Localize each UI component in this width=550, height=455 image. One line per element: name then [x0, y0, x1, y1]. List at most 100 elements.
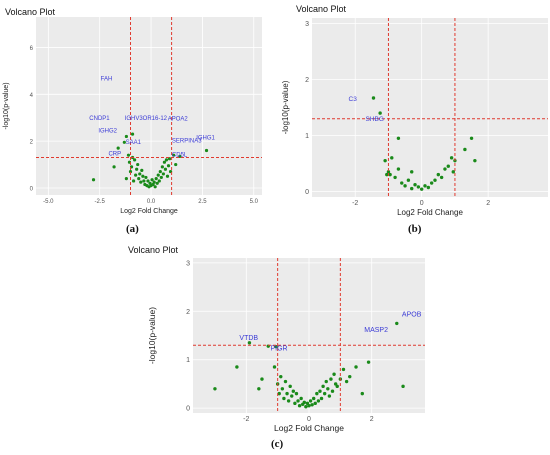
- gene-label: CD5L: [172, 152, 188, 158]
- data-point: [401, 384, 405, 389]
- data-point: [283, 379, 288, 384]
- gene-label: MASP2: [364, 327, 388, 334]
- x-tick-label: 2.5: [198, 199, 207, 205]
- data-point: [410, 170, 414, 174]
- data-point: [166, 164, 171, 168]
- data-point: [165, 174, 170, 178]
- data-point: [395, 321, 399, 326]
- data-point: [383, 158, 387, 163]
- gene-label: IGHV3OR16-12: [125, 116, 168, 122]
- data-point: [146, 179, 150, 183]
- data-point: [333, 382, 338, 386]
- data-point: [126, 153, 131, 157]
- data-point: [141, 174, 145, 178]
- data-point: [366, 360, 371, 364]
- y-tick-label: 2: [305, 77, 309, 84]
- data-point: [235, 365, 239, 369]
- data-point: [433, 178, 437, 182]
- y-tick-label: 1: [186, 357, 190, 364]
- data-point: [260, 377, 264, 381]
- data-point: [416, 185, 421, 189]
- data-point: [327, 394, 332, 398]
- y-tick-label: 2: [30, 140, 34, 146]
- data-point: [158, 169, 162, 174]
- data-point: [247, 341, 252, 345]
- x-axis-label: Log2 Fold Change: [397, 208, 463, 217]
- x-axis-label: Log2 Fold Change: [120, 208, 178, 215]
- data-point: [152, 180, 156, 184]
- data-point: [128, 169, 133, 174]
- data-point: [133, 158, 137, 162]
- data-point: [279, 374, 283, 379]
- x-tick-label: 0: [420, 200, 424, 207]
- data-point: [393, 175, 397, 180]
- gene-label: C3: [349, 96, 358, 103]
- volcano-plot-b: -2 0 2 0 1 2 3 Log2 Fold Change -log10(p-value) C…: [281, 18, 548, 217]
- data-point: [174, 162, 178, 167]
- gene-label: SHBG: [365, 116, 383, 123]
- panel-caption: (b): [408, 223, 422, 235]
- data-point: [473, 158, 477, 163]
- y-tick-label: 3: [186, 260, 190, 267]
- chart-title: Volcano Plot: [128, 245, 179, 255]
- data-point: [299, 396, 303, 401]
- data-point: [410, 186, 414, 191]
- data-point: [91, 178, 96, 182]
- data-point: [463, 147, 467, 152]
- data-point: [335, 384, 339, 389]
- data-point: [443, 167, 447, 171]
- data-point: [449, 156, 454, 160]
- y-axis-label: -log10(p-value): [3, 82, 10, 129]
- chart-title: Volcano Plot: [5, 7, 56, 17]
- data-point: [282, 396, 286, 401]
- data-point: [116, 146, 120, 150]
- data-point: [144, 175, 148, 180]
- data-point: [310, 403, 314, 407]
- data-point: [451, 170, 455, 174]
- data-point: [426, 185, 431, 190]
- gene-label: FAH: [101, 77, 113, 83]
- data-point: [257, 387, 261, 391]
- y-tick-label: 4: [30, 93, 34, 99]
- data-point: [304, 405, 308, 409]
- data-point: [302, 400, 306, 405]
- data-point: [290, 394, 294, 398]
- y-tick-label: 6: [30, 46, 34, 52]
- data-point: [378, 111, 382, 115]
- data-point: [396, 167, 401, 171]
- data-point: [122, 140, 126, 144]
- data-point: [288, 384, 292, 389]
- x-tick-label: 2: [486, 200, 490, 207]
- y-axis-label: -log10(p-value): [281, 80, 290, 134]
- data-point: [403, 184, 407, 188]
- y-tick-label: 0: [30, 186, 34, 192]
- plot-background: [36, 17, 262, 195]
- data-point: [322, 391, 327, 396]
- x-tick-label: -2.5: [95, 199, 106, 205]
- data-point: [124, 134, 128, 139]
- data-point: [154, 177, 158, 181]
- gene-label: SAA1: [126, 140, 142, 146]
- gene-label: APOA2: [168, 117, 189, 123]
- gene-label: APOB: [402, 312, 422, 319]
- data-point: [371, 96, 376, 100]
- gene-label: CNDP1: [89, 116, 110, 122]
- volcano-plot-panel-c: Volcano Plot -2 0 2 0 1 2 3 Log2 Fold Change -lo…: [125, 238, 425, 455]
- data-point: [324, 379, 328, 384]
- data-point: [439, 175, 444, 180]
- y-tick-label: 0: [186, 406, 190, 413]
- x-tick-label: 2: [370, 416, 374, 423]
- data-point: [280, 387, 285, 391]
- data-point: [305, 401, 310, 406]
- x-tick-label: -2: [352, 200, 358, 207]
- data-point: [400, 181, 404, 185]
- chart-title: Volcano Plot: [296, 4, 347, 14]
- data-point: [436, 172, 441, 177]
- data-point: [316, 399, 321, 403]
- data-point: [294, 391, 299, 396]
- gene-label: VTDB: [239, 335, 258, 342]
- data-point: [296, 399, 300, 403]
- data-point: [354, 365, 358, 369]
- data-point: [161, 172, 165, 176]
- data-point: [419, 187, 424, 191]
